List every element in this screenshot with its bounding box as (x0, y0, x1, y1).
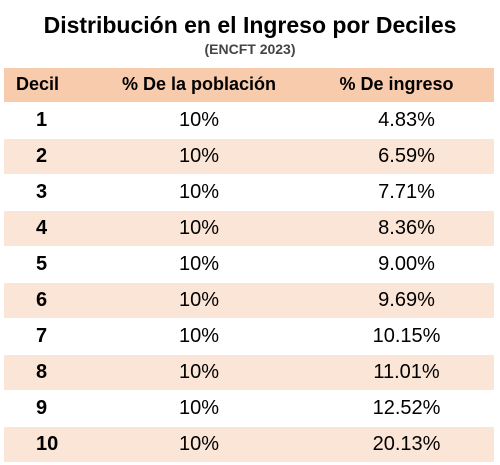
table-row: 5 10% 9.00% (4, 246, 494, 283)
cell-poblacion: 10% (99, 210, 299, 247)
cell-decil: 2 (4, 138, 99, 175)
cell-decil: 5 (4, 246, 99, 283)
table-row: 3 10% 7.71% (4, 174, 494, 211)
table-row: 8 10% 11.01% (4, 354, 494, 391)
cell-poblacion: 10% (99, 354, 299, 391)
cell-ingreso: 6.59% (299, 138, 494, 175)
cell-decil: 8 (4, 354, 99, 391)
cell-decil: 10 (4, 426, 99, 463)
header-poblacion: % De la población (99, 68, 299, 103)
cell-poblacion: 10% (99, 138, 299, 175)
table-row: 7 10% 10.15% (4, 318, 494, 355)
cell-decil: 3 (4, 174, 99, 211)
table-row: 9 10% 12.52% (4, 390, 494, 427)
cell-ingreso: 12.52% (299, 390, 494, 427)
table-row: 4 10% 8.36% (4, 210, 494, 247)
cell-poblacion: 10% (99, 282, 299, 319)
cell-poblacion: 10% (99, 102, 299, 139)
table-row: 6 10% 9.69% (4, 282, 494, 319)
cell-ingreso: 9.00% (299, 246, 494, 283)
cell-decil: 7 (4, 318, 99, 355)
cell-poblacion: 10% (99, 426, 299, 463)
cell-poblacion: 10% (99, 246, 299, 283)
deciles-table: Decil % De la población % De ingreso 1 1… (4, 68, 494, 463)
cell-ingreso: 7.71% (299, 174, 494, 211)
table-row: 2 10% 6.59% (4, 138, 494, 175)
cell-poblacion: 10% (99, 318, 299, 355)
table-row: 1 10% 4.83% (4, 102, 494, 139)
cell-ingreso: 10.15% (299, 318, 494, 355)
page-title: Distribución en el Ingreso por Deciles (43, 12, 457, 38)
cell-ingreso: 20.13% (299, 426, 494, 463)
table-header-row: Decil % De la población % De ingreso (4, 68, 494, 103)
cell-decil: 4 (4, 210, 99, 247)
cell-ingreso: 9.69% (299, 282, 494, 319)
cell-decil: 1 (4, 102, 99, 139)
cell-poblacion: 10% (99, 390, 299, 427)
header-ingreso: % De ingreso (299, 68, 494, 103)
cell-ingreso: 4.83% (299, 102, 494, 139)
cell-decil: 9 (4, 390, 99, 427)
cell-ingreso: 8.36% (299, 210, 494, 247)
table-row: 10 10% 20.13% (4, 426, 494, 463)
header-decil: Decil (4, 68, 99, 103)
cell-decil: 6 (4, 282, 99, 319)
cell-poblacion: 10% (99, 174, 299, 211)
cell-ingreso: 11.01% (299, 354, 494, 391)
page-subtitle: (ENCFT 2023) (204, 41, 296, 57)
